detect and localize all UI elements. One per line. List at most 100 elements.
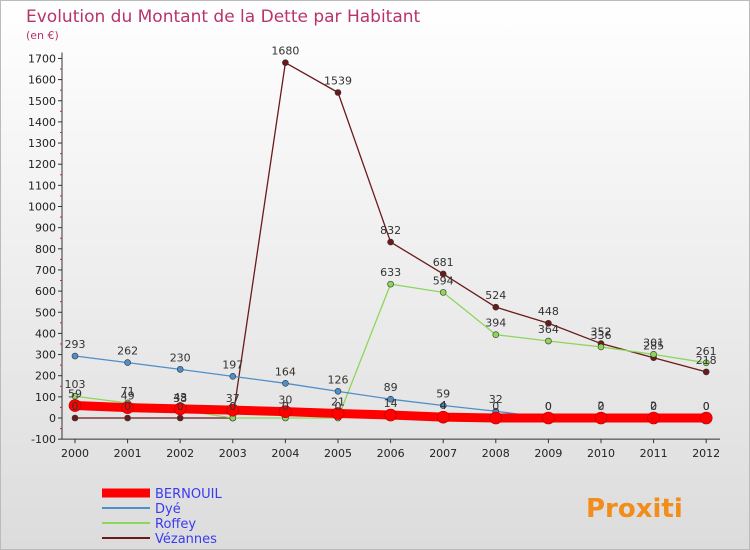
data-label: 89 [384, 381, 398, 394]
data-label: 59 [436, 388, 450, 401]
y-tick-label: 1600 [28, 74, 56, 87]
chart-series [68, 59, 713, 425]
data-label: 14 [384, 397, 398, 410]
data-label: 71 [121, 385, 135, 398]
data-point [71, 352, 79, 360]
data-point [436, 410, 450, 424]
data-label: 32 [489, 393, 503, 406]
data-label: 293 [65, 338, 86, 351]
data-point [597, 343, 605, 351]
data-point [387, 238, 394, 246]
data-point [176, 414, 184, 422]
y-tick-label: 800 [35, 243, 56, 256]
data-label: 633 [380, 266, 401, 279]
data-point [331, 407, 345, 420]
y-tick-label: 500 [35, 306, 56, 319]
legend-label: Roffey [155, 517, 196, 532]
data-label: 364 [538, 323, 559, 336]
y-tick-label: 900 [35, 222, 56, 235]
x-tick-label: 2011 [640, 447, 668, 460]
data-label: 0 [650, 400, 657, 413]
data-point [176, 366, 184, 373]
data-point [594, 411, 608, 425]
y-tick-label: 1000 [28, 201, 56, 214]
data-label: 103 [65, 378, 86, 391]
data-label: 37 [226, 392, 240, 405]
data-label: 261 [696, 345, 717, 358]
x-tick-label: 2002 [166, 447, 194, 460]
data-label: 43 [173, 391, 187, 404]
data-point [121, 401, 134, 414]
data-point [282, 59, 289, 66]
legend-label: Vézannes [155, 532, 217, 547]
data-point [387, 280, 394, 288]
y-tick-label: 700 [35, 264, 56, 277]
legend-label: Dyé [155, 502, 181, 517]
data-point [699, 411, 713, 425]
data-label: 21 [331, 396, 345, 409]
chart-data-labels: 0 0 0 0 1680 1539 832 681 524 448 352 285 218 103 71 38… [65, 45, 717, 413]
data-label: 197 [222, 358, 243, 371]
data-point [545, 337, 552, 345]
y-tick-label: 1300 [28, 137, 56, 150]
data-label: 681 [433, 256, 454, 269]
data-point [542, 411, 555, 425]
logo-text: Proxiti [586, 494, 683, 524]
x-tick-label: 2001 [114, 447, 142, 460]
x-tick-label: 2003 [219, 447, 247, 460]
data-point [702, 368, 710, 376]
data-label: 2 [650, 400, 657, 413]
data-label: 594 [433, 274, 454, 287]
data-label: 0 [335, 400, 342, 413]
data-label: 336 [591, 329, 612, 342]
data-point [226, 403, 240, 417]
y-tick-label: 0 [49, 412, 56, 425]
data-label: 262 [117, 345, 138, 358]
data-label: 0 [598, 400, 605, 413]
y-tick-label: 300 [35, 349, 56, 362]
data-label: 0 [703, 400, 710, 413]
x-tick-label: 2007 [429, 447, 457, 460]
y-tick-label: 1700 [28, 52, 56, 65]
y-tick-label: 1200 [28, 158, 56, 171]
x-tick-label: 2004 [271, 447, 299, 460]
data-point [173, 402, 187, 416]
data-point [334, 89, 342, 96]
data-label: 164 [275, 365, 296, 378]
data-label: 0 [545, 400, 552, 413]
chart-subtitle: (en €) [26, 29, 59, 42]
x-tick-label: 2010 [587, 447, 615, 460]
y-tick-label: 400 [35, 327, 56, 340]
data-label: 0 [492, 400, 499, 413]
data-label: 0 [545, 400, 552, 413]
data-label: 394 [485, 317, 506, 330]
data-point [439, 289, 447, 296]
data-label: 832 [380, 224, 401, 237]
data-label: 0 [124, 400, 131, 413]
data-label: 0 [72, 400, 79, 413]
y-tick-label: -100 [31, 433, 56, 446]
data-label: 0 [703, 400, 710, 413]
data-label: 38 [173, 392, 187, 405]
data-point [71, 414, 79, 422]
data-label: 59 [68, 388, 82, 401]
data-point [650, 351, 657, 358]
data-point [439, 402, 447, 409]
legend-label: BERNOUIL [155, 487, 222, 502]
data-label: 30 [278, 394, 292, 407]
data-label: 0 [282, 400, 289, 413]
y-tick-label: 100 [35, 391, 56, 404]
x-tick-label: 2009 [534, 447, 562, 460]
data-label: 301 [643, 336, 664, 349]
data-label: 448 [538, 305, 559, 318]
data-point [282, 380, 289, 387]
data-label: 2 [598, 400, 605, 413]
data-point [334, 388, 342, 395]
y-tick-label: 1400 [28, 116, 56, 129]
data-label: 0 [229, 400, 236, 413]
x-tick-label: 2008 [482, 447, 510, 460]
data-point [702, 359, 710, 367]
